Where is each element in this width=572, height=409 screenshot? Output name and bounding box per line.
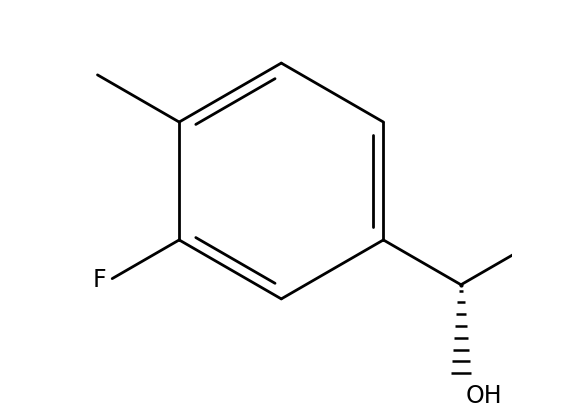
Text: OH: OH	[466, 383, 502, 407]
Text: F: F	[93, 267, 106, 291]
